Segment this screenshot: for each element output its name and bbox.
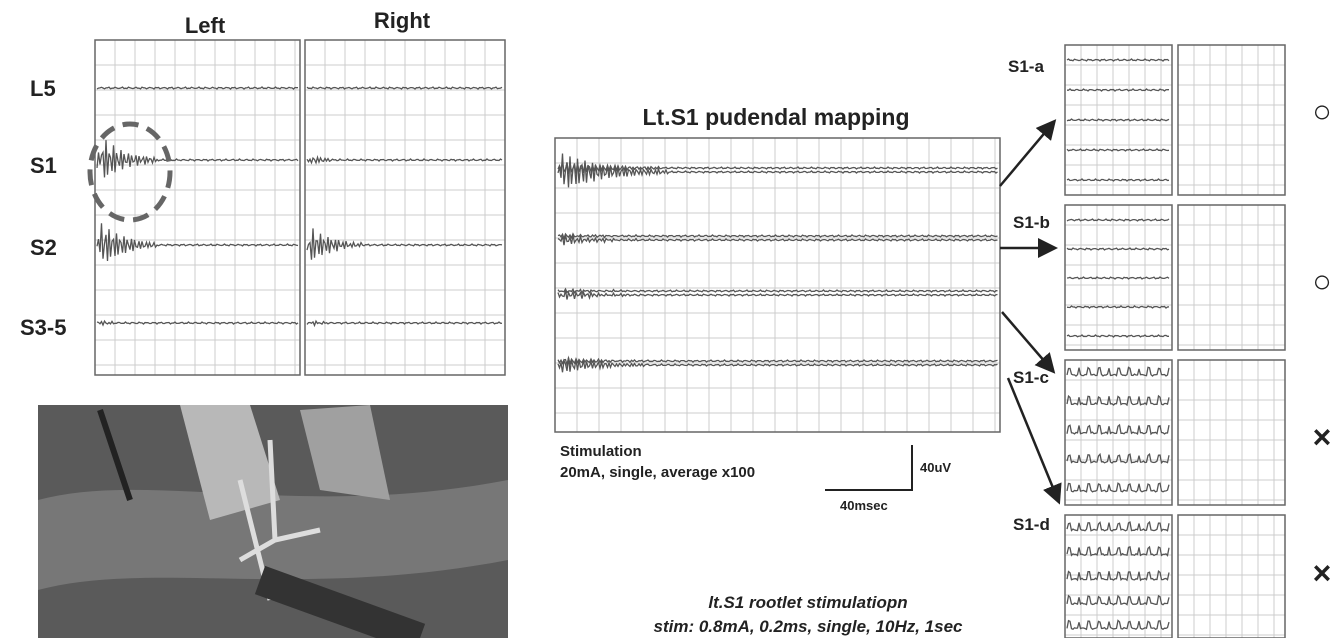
emg-trace xyxy=(96,86,299,90)
highlight-circle xyxy=(87,121,173,223)
emg-trace xyxy=(96,140,299,178)
emg-trace xyxy=(557,287,998,295)
stimulation-params: 20mA, single, average x100 xyxy=(560,464,755,481)
row-label: S3-5 xyxy=(20,315,66,340)
emg-trace xyxy=(557,289,998,300)
rootlet-label: S1-c xyxy=(1013,368,1049,387)
emg-trace xyxy=(1066,305,1170,309)
rootlet-result: × xyxy=(1313,419,1332,455)
emg-trace xyxy=(1066,520,1170,533)
panel-frame xyxy=(1064,514,1173,638)
emg-trace xyxy=(1066,570,1170,582)
mapping-title: Lt.S1 pudendal mapping xyxy=(642,104,909,130)
rootlet-stim-params: stim: 0.8mA, 0.2ms, single, 10Hz, 1sec xyxy=(654,617,964,636)
emg-trace xyxy=(1066,218,1170,222)
panel-frame xyxy=(1177,359,1286,506)
emg-trace xyxy=(1066,594,1170,606)
emg-trace xyxy=(557,161,998,175)
rootlet-result: ○ xyxy=(1312,93,1331,129)
row-label: S1 xyxy=(30,153,57,178)
emg-trace xyxy=(557,355,998,367)
emg-trace xyxy=(1066,178,1170,182)
row-label: L5 xyxy=(30,76,56,101)
row-label: S2 xyxy=(30,235,57,260)
panel-frame xyxy=(554,137,1001,433)
emg-trace xyxy=(557,153,998,188)
emg-trace xyxy=(1067,88,1170,92)
emg-trace xyxy=(1066,619,1170,631)
panel-frame xyxy=(1177,204,1286,351)
column-label: Right xyxy=(374,8,431,33)
emg-trace xyxy=(1066,482,1170,493)
scale-bar xyxy=(825,445,913,491)
panel-frame xyxy=(1064,359,1173,506)
emg-trace xyxy=(557,232,998,241)
rootlet-stim-title: lt.S1 rootlet stimulatiopn xyxy=(708,593,907,612)
emg-trace xyxy=(306,228,503,260)
traces xyxy=(96,58,1170,631)
emg-trace xyxy=(1066,423,1170,436)
column-label: Left xyxy=(185,13,226,38)
rootlet-label: S1-d xyxy=(1013,515,1050,534)
emg-trace xyxy=(1066,394,1170,407)
rootlet-result: ○ xyxy=(1312,263,1331,299)
grids xyxy=(94,39,1286,638)
emg-trace xyxy=(1066,545,1170,557)
emg-trace xyxy=(1066,276,1170,280)
emg-trace xyxy=(306,154,503,165)
panel-frame xyxy=(304,39,506,376)
emg-trace xyxy=(1066,148,1170,152)
emg-trace xyxy=(1066,366,1170,377)
rootlet-result: × xyxy=(1313,555,1332,591)
rootlet-label: S1-a xyxy=(1008,57,1044,76)
panel-frame xyxy=(1064,204,1173,351)
scale-time: 40msec xyxy=(840,498,888,513)
rootlet-label: S1-b xyxy=(1013,213,1050,232)
arrows xyxy=(999,119,1062,505)
panel-frame xyxy=(1177,44,1286,196)
panel-frame xyxy=(1177,514,1286,638)
emg-trace xyxy=(96,319,299,327)
emg-trace xyxy=(306,319,503,328)
emg-trace xyxy=(1066,247,1170,251)
emg-trace xyxy=(96,223,299,262)
emg-trace xyxy=(557,357,998,373)
emg-trace xyxy=(1066,118,1170,122)
emg-trace xyxy=(1066,452,1170,465)
emg-trace xyxy=(306,86,503,90)
panel-frame xyxy=(1064,44,1173,196)
stimulation-label: Stimulation xyxy=(560,443,642,460)
emg-trace xyxy=(1066,334,1169,338)
emg-trace xyxy=(1066,58,1170,62)
photo xyxy=(38,405,508,638)
panel-frame xyxy=(94,39,301,376)
scale-voltage: 40uV xyxy=(920,460,951,475)
emg-trace xyxy=(557,234,998,246)
